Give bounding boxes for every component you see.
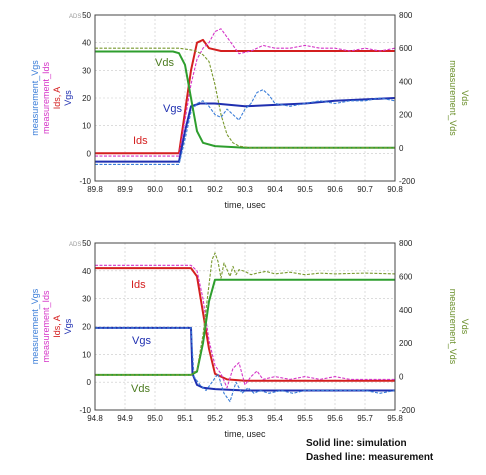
x-tick-label: 95.3 [237,414,253,423]
y-right-tick-label: 600 [399,272,413,281]
y-left-tick-label: 0 [87,378,92,387]
x-tick-label: 95.7 [357,414,373,423]
series-ids [95,267,395,382]
y-left-tick-label: 10 [82,350,91,359]
y-left-tick-label: -10 [79,177,91,186]
y-left-tick-label: 20 [82,94,91,103]
series-measurement-ids [95,28,396,157]
x-tick-label: 90.6 [327,185,343,194]
y-right-tick-label: 600 [399,44,413,53]
y-right-tick-label: 800 [399,239,413,248]
x-tick-label: 95.8 [387,414,403,423]
left-axis-label: Ids, A [52,315,62,338]
left-axis-label: measurement_Ids [41,290,51,363]
y-right-tick-label: 0 [399,373,404,382]
annotation-vgs: Vgs [163,103,182,115]
series-measurement-vgs [95,327,396,403]
left-axis-label: Vgs [63,318,73,334]
left-axis-label: measurement_Ids [41,61,51,134]
left-axis-label: Ids, A [52,87,62,110]
x-tick-label: 90.7 [357,185,373,194]
ads-badge: ADS [69,242,81,248]
y-left-tick-label: 40 [82,39,91,48]
y-left-tick-label: 10 [82,122,91,131]
chart-2: 94.8 94.9 95.0 95.1 95.2 95.3 95.4 95.5 95.6 95.7… [30,239,470,439]
y-left-tick-label: 20 [82,323,91,332]
x-tick-label: 94.8 [87,414,103,423]
x-tick-label: 95.6 [327,414,343,423]
x-tick-label: 94.9 [117,414,133,423]
chart-1: 89.8 89.9 90.0 90.1 90.2 90.3 90.4 90.5 90.6 90.7… [30,11,470,210]
series-ids [95,38,395,155]
x-axis-label: time, usec [224,200,266,210]
annotation-ids: Ids [133,135,148,147]
ads-badge: ADS [69,14,81,20]
x-tick-label: 90.1 [177,185,193,194]
series-vgs [95,97,396,163]
x-tick-label: 95.4 [267,414,283,423]
plot-frame [94,14,396,182]
x-tick-label: 90.2 [207,185,223,194]
x-tick-label: 89.8 [87,185,103,194]
left-axis-label: measurement_Vgs [30,288,40,364]
x-tick-label: 90.8 [387,185,403,194]
x-axis-label: time, usec [224,429,266,439]
x-tick-label: 95.1 [177,414,193,423]
annotation-vds: Vds [131,383,150,395]
series-measurement-vgs [95,89,396,165]
x-tick-label: 90.4 [267,185,283,194]
plot-frame [94,242,396,411]
series-vds [95,278,395,376]
right-axis-label: Vds [460,90,470,106]
series-measurement-vds [95,47,395,149]
y-left-tick-label: 50 [82,11,91,20]
y-right-tick-label: 200 [399,339,413,348]
x-tick-label: 90.0 [147,185,163,194]
annotation-vds: Vds [155,57,174,69]
y-right-tick-label: 800 [399,11,413,20]
y-right-tick-label: 0 [399,144,404,153]
series-measurement-vds [95,252,396,376]
y-left-tick-label: 30 [82,295,91,304]
x-tick-label: 90.5 [297,185,313,194]
y-left-tick-label: 40 [82,267,91,276]
y-left-tick-label: 50 [82,239,91,248]
y-left-tick-label: -10 [79,406,91,415]
right-axis-label: Vds [460,319,470,335]
y-right-tick-label: -200 [399,177,416,186]
y-right-tick-label: 200 [399,111,413,120]
x-tick-label: 89.9 [117,185,133,194]
x-tick-label: 95.5 [297,414,313,423]
y-left-tick-label: 30 [82,66,91,75]
y-right-tick-label: 400 [399,306,413,315]
annotation-vgs: Vgs [132,335,151,347]
right-axis-label: measurement_Vds [448,289,458,365]
right-axis-label: measurement_Vds [448,60,458,136]
left-axis-label: measurement_Vgs [30,60,40,136]
x-tick-label: 90.3 [237,185,253,194]
series-measurement-ids [95,264,395,389]
y-right-tick-label: 400 [399,77,413,86]
left-axis-label: Vgs [63,90,73,106]
annotation-ids: Ids [131,279,146,291]
y-left-tick-label: 0 [87,149,92,158]
y-right-tick-label: -200 [399,406,416,415]
x-tick-label: 95.0 [147,414,163,423]
x-tick-label: 95.2 [207,414,223,423]
